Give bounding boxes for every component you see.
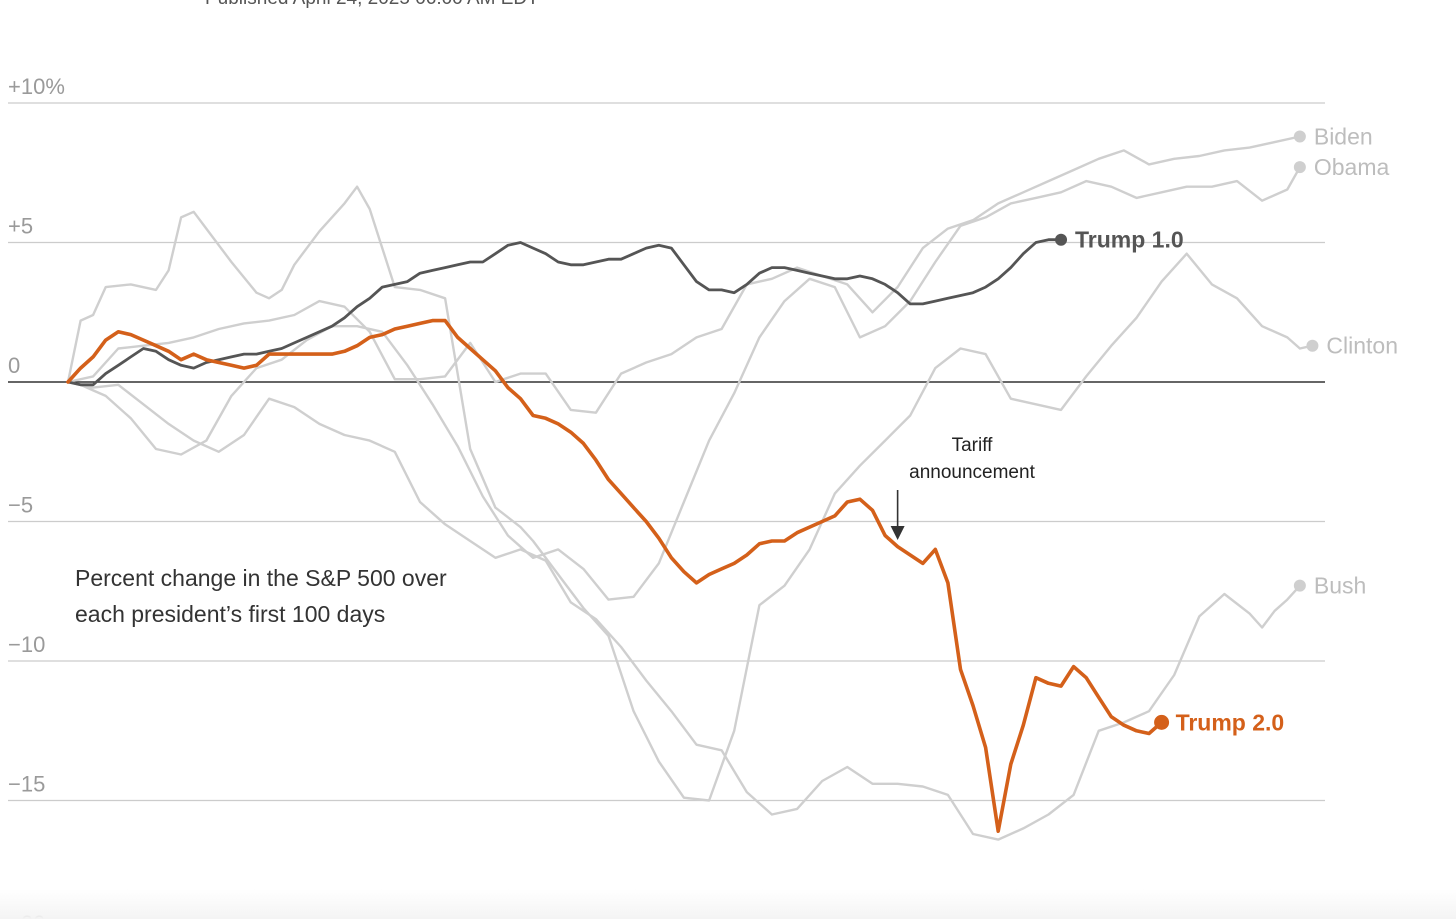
description-line-2: each president’s first 100 days <box>75 601 386 627</box>
y-tick-labels: +10%+50−5−10−15−20 <box>8 74 65 919</box>
description-line-1: Percent change in the S&P 500 over <box>75 565 447 591</box>
annotation-line-1: Tariff <box>951 435 993 456</box>
chart-description: Percent change in the S&P 500 over each … <box>75 560 451 632</box>
y-tick-label: −10 <box>8 632 45 657</box>
series-end-dot-biden <box>1293 130 1306 143</box>
annotation-arrow-head <box>890 526 905 540</box>
series-labels: Biden Obama Clinton Bush Trump 1.0 Trump 2.0 <box>1055 123 1398 735</box>
series-end-dot-trump-2-0 <box>1154 714 1170 730</box>
tariff-annotation: Tariff announcement <box>892 432 1052 486</box>
annotation-line-2: announcement <box>909 462 1035 483</box>
series-label-clinton: Clinton <box>1326 333 1398 359</box>
annotation-arrow <box>890 490 905 540</box>
series-label-bush: Bush <box>1314 573 1366 599</box>
y-tick-label: −15 <box>8 772 45 797</box>
series-line-trump-1-0 <box>66 238 1063 387</box>
published-timestamp: Published April 24, 2025 06:00 AM EDT <box>205 0 539 10</box>
series-line-trump-2-0 <box>66 318 1164 833</box>
series-label-obama: Obama <box>1314 154 1390 180</box>
grid-lines <box>8 102 1325 802</box>
series-line-bush <box>66 380 1302 841</box>
y-tick-label: 0 <box>8 353 20 378</box>
series-line-clinton <box>66 185 1314 802</box>
series-end-dot-trump-1-0 <box>1055 233 1068 246</box>
series-line-biden <box>66 135 1302 414</box>
series-label-biden: Biden <box>1314 123 1373 149</box>
series-end-dot-clinton <box>1306 339 1319 352</box>
series-lines <box>66 135 1314 841</box>
series-line-obama <box>66 166 1302 601</box>
bottom-fade <box>0 889 1456 919</box>
y-tick-label: −5 <box>8 493 33 518</box>
series-label-trump-1-0: Trump 1.0 <box>1075 227 1184 253</box>
y-tick-label: +5 <box>8 214 33 239</box>
series-end-dot-bush <box>1293 579 1306 592</box>
y-tick-label: +10% <box>8 74 65 99</box>
series-label-trump-2-0: Trump 2.0 <box>1176 709 1285 735</box>
series-end-dot-obama <box>1293 161 1306 174</box>
